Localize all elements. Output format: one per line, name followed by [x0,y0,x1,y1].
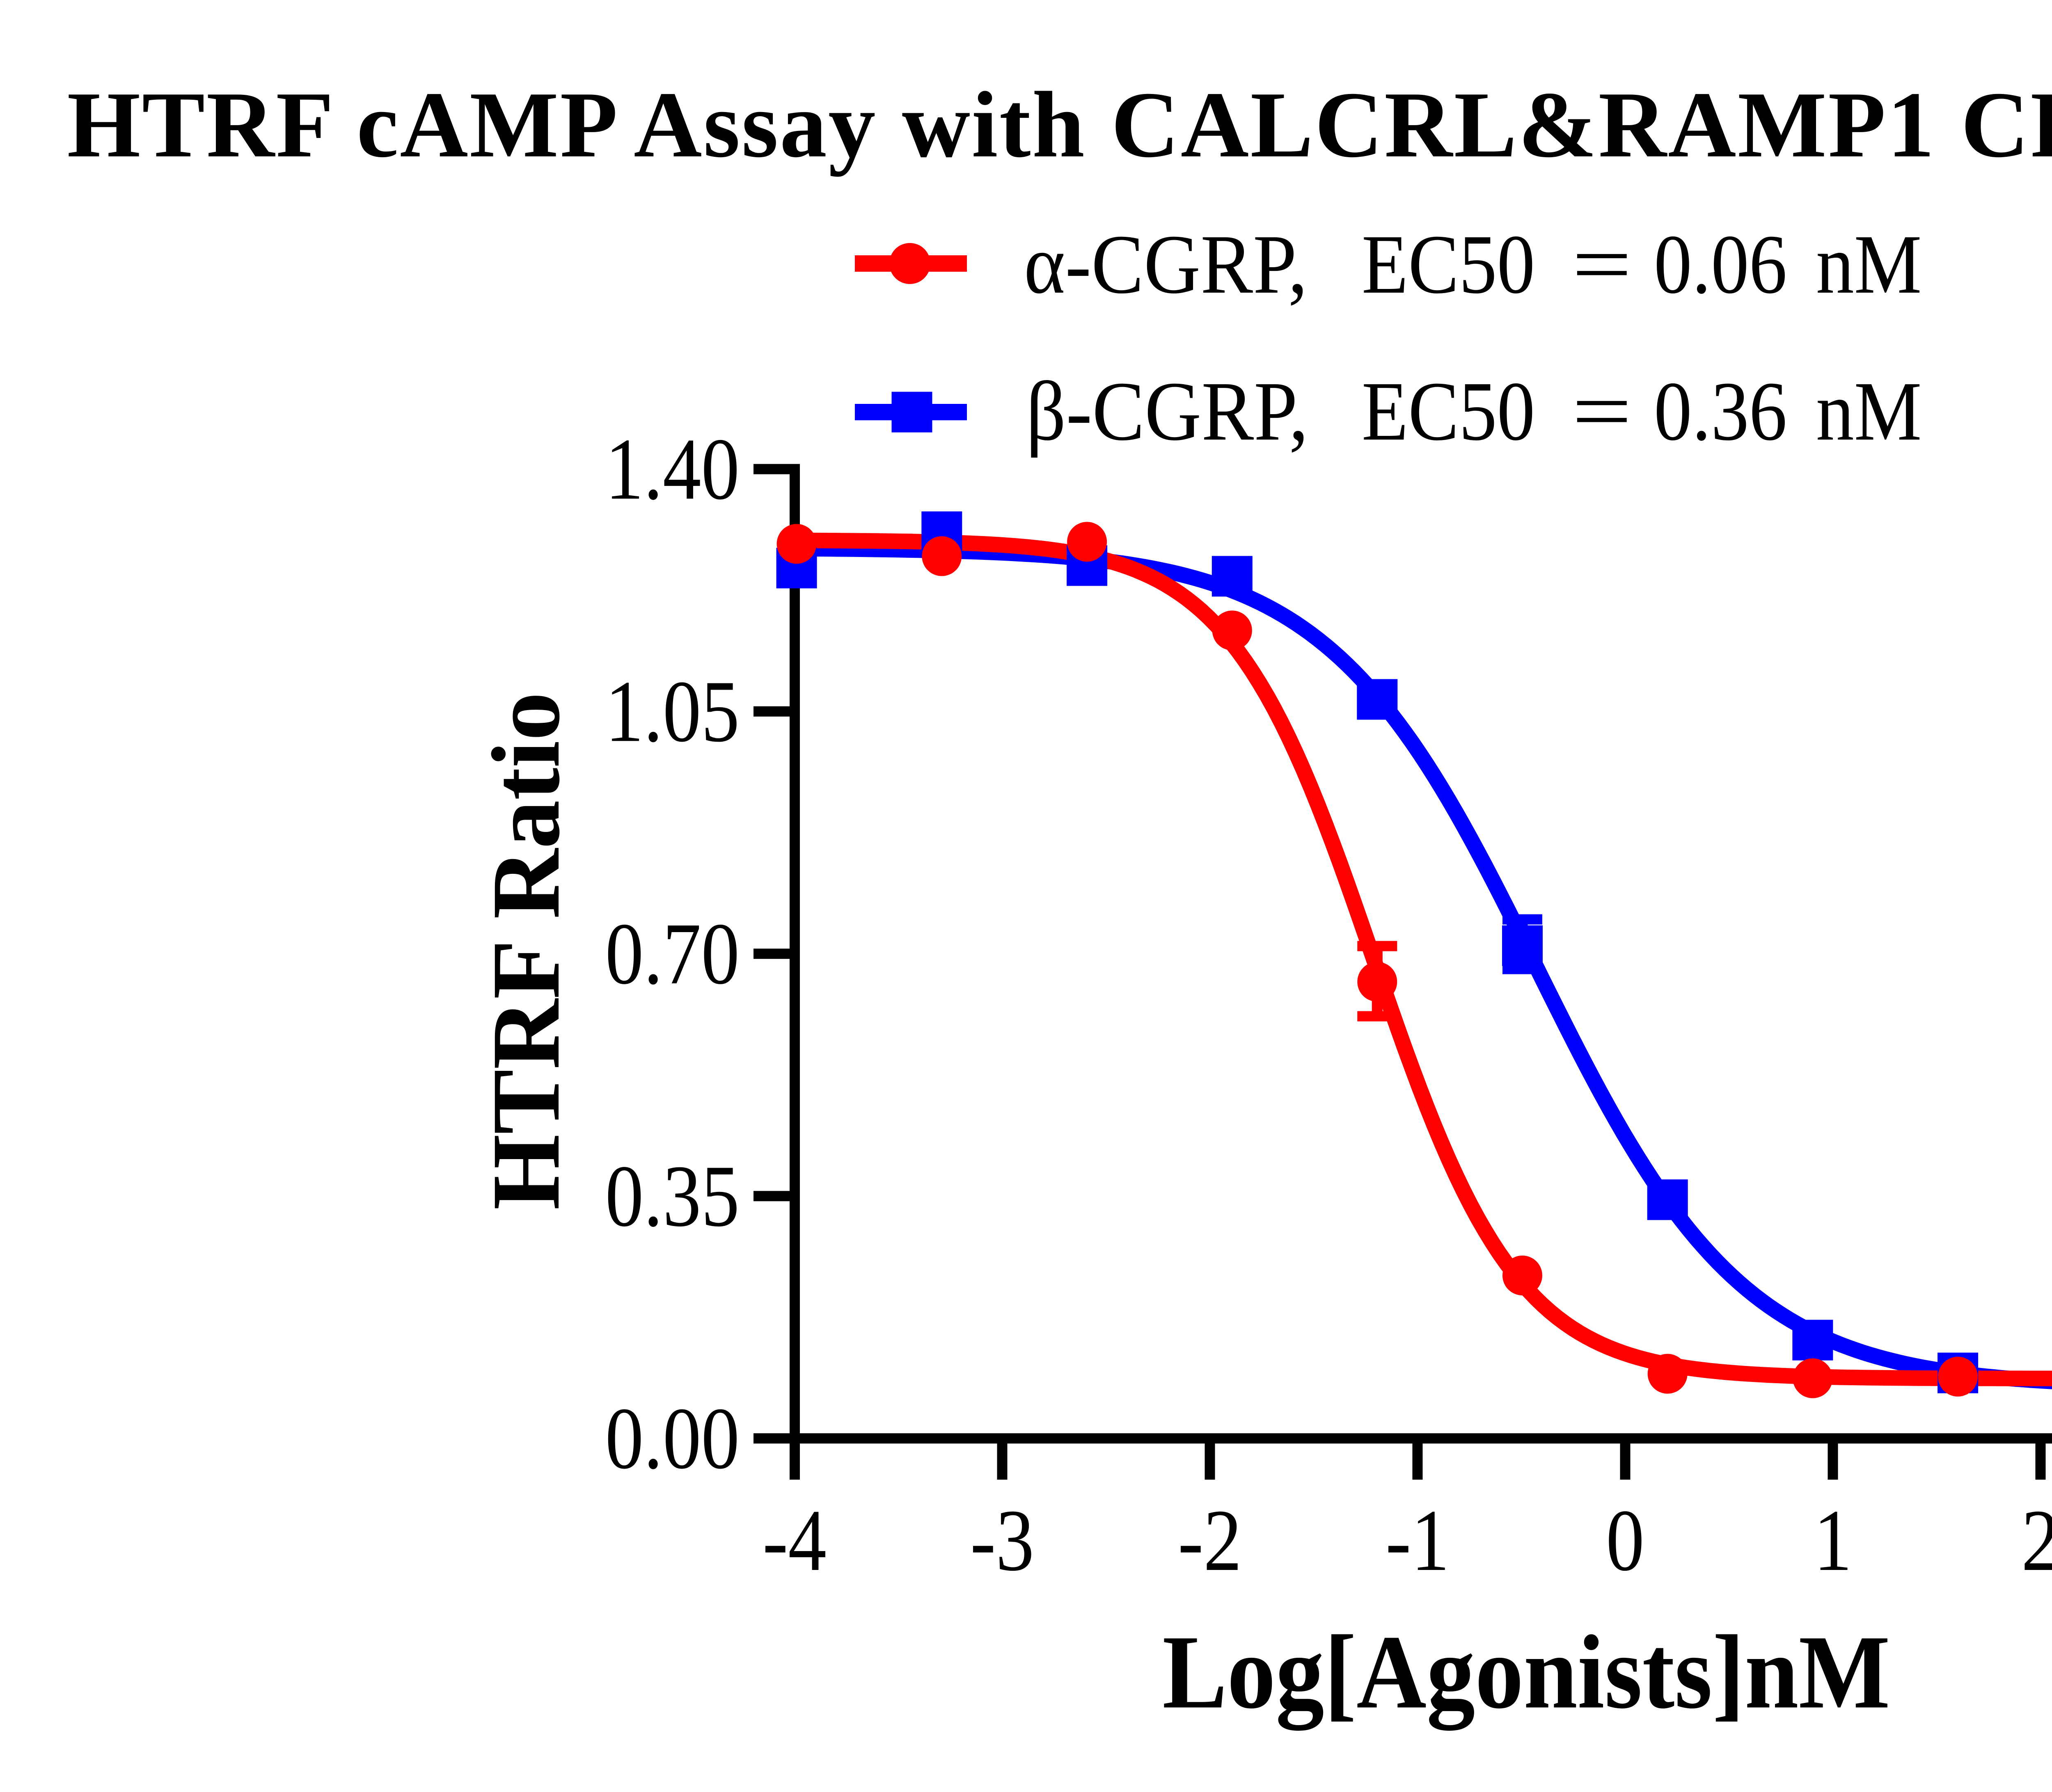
svg-text:EC50: EC50 [1362,364,1535,458]
svg-text:=: = [1572,217,1632,311]
svg-text:0.00: 0.00 [605,1389,740,1487]
svg-text:=: = [1572,364,1632,458]
svg-text:nM: nM [1816,364,1922,458]
svg-text:1: 1 [1814,1491,1852,1589]
svg-text:2: 2 [2021,1491,2052,1589]
svg-text:-3: -3 [970,1491,1034,1589]
svg-text:EC50: EC50 [1362,218,1535,311]
svg-text:0.06: 0.06 [1654,218,1787,311]
svg-text:0.35: 0.35 [605,1147,740,1245]
svg-text:1.40: 1.40 [605,420,740,518]
svg-text:1.05: 1.05 [605,662,740,760]
svg-text:Log[Agonists]nM: Log[Agonists]nM [1162,1614,1890,1730]
svg-text:nM: nM [1816,218,1922,311]
svg-text:HTRF cAMP Assay with CALCRL&RA: HTRF cAMP Assay with CALCRL&RAMP1 CRE-Lu… [67,72,2052,177]
svg-text:HTRF Ratio: HTRF Ratio [472,692,580,1210]
svg-text:β-CGRP,: β-CGRP, [1026,365,1308,458]
svg-text:α-CGRP,: α-CGRP, [1024,218,1308,312]
svg-text:0.70: 0.70 [605,905,740,1003]
svg-text:-4: -4 [763,1491,827,1589]
svg-text:0: 0 [1606,1491,1644,1589]
svg-text:-1: -1 [1386,1491,1450,1589]
svg-text:-2: -2 [1178,1491,1242,1589]
svg-text:0.36: 0.36 [1654,364,1787,458]
